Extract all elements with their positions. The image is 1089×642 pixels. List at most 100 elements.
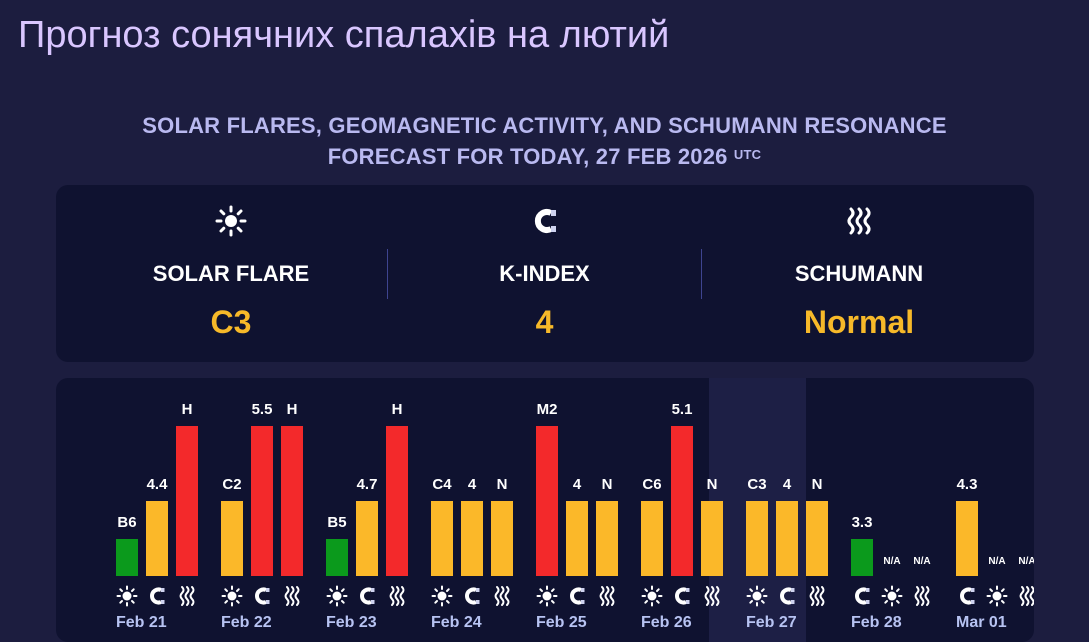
date-label: Feb 25 [536, 614, 587, 631]
bar-schumann [806, 501, 828, 576]
bar-k-index [146, 501, 168, 576]
date-label: Feb 23 [326, 614, 377, 631]
bar-label: N [496, 476, 508, 493]
divider [701, 249, 702, 299]
date-label: Feb 21 [116, 614, 167, 631]
bar-label: 4 [572, 476, 582, 493]
bar-label: H [391, 401, 403, 418]
magnet-icon [461, 585, 483, 607]
bar-solar-flare [746, 501, 768, 576]
waves-icon [1016, 585, 1034, 607]
sun-icon [76, 205, 386, 237]
waves-icon [806, 585, 828, 607]
magnet-icon [566, 585, 588, 607]
waves-icon [281, 585, 303, 607]
bar-k-index [251, 426, 273, 576]
date-label: Mar 01 [956, 614, 1007, 631]
waves-icon [491, 585, 513, 607]
bar-label: C6 [642, 476, 662, 493]
sun-icon [116, 585, 138, 607]
bar-k-index [776, 501, 798, 576]
magnet-icon [851, 585, 873, 607]
bar-k-index [356, 501, 378, 576]
bar-label: C3 [747, 476, 767, 493]
summary-schumann: SCHUMANN Normal [702, 185, 1016, 362]
bar-label: N/A [1018, 556, 1034, 567]
magnet-icon [956, 585, 978, 607]
bar-k-index [851, 539, 873, 576]
sun-icon [881, 585, 903, 607]
schumann-value: Normal [803, 304, 915, 340]
bar-k-index [461, 501, 483, 576]
bar-k-index [956, 501, 978, 576]
bar-solar-flare [221, 501, 243, 576]
waves-icon [702, 205, 1016, 237]
bar-label: H [286, 401, 298, 418]
bar-label: N/A [883, 556, 901, 567]
bar-label: 4.7 [356, 476, 378, 493]
summary-solar-flare: SOLAR FLARE C3 [76, 185, 386, 362]
bar-solar-flare [641, 501, 663, 576]
forecast-subtitle: SOLAR FLARES, GEOMAGNETIC ACTIVITY, AND … [0, 110, 1089, 172]
sun-icon [536, 585, 558, 607]
bar-label: 5.1 [671, 401, 693, 418]
waves-icon [911, 585, 933, 607]
magnet-icon [776, 585, 798, 607]
waves-icon [596, 585, 618, 607]
bar-schumann [596, 501, 618, 576]
bar-solar-flare [536, 426, 558, 576]
solar-flare-value: C3 [210, 304, 252, 340]
bar-solar-flare [431, 501, 453, 576]
bar-label: 4.4 [146, 476, 168, 493]
date-label: Feb 27 [746, 614, 797, 631]
magnet-icon [146, 585, 168, 607]
bar-label: M2 [536, 401, 558, 418]
bar-label: B5 [327, 514, 347, 531]
bar-label: 3.3 [851, 514, 873, 531]
divider [387, 249, 388, 299]
waves-icon [701, 585, 723, 607]
date-label: Feb 24 [431, 614, 482, 631]
magnet-icon [251, 585, 273, 607]
subtitle-line-1: SOLAR FLARES, GEOMAGNETIC ACTIVITY, AND … [142, 113, 947, 138]
sun-icon [326, 585, 348, 607]
bar-label: C4 [432, 476, 452, 493]
bar-schumann [281, 426, 303, 576]
bar-solar-flare [326, 539, 348, 576]
date-label: Feb 26 [641, 614, 692, 631]
magnet-icon [671, 585, 693, 607]
bar-label: N [811, 476, 823, 493]
date-label: Feb 22 [221, 614, 272, 631]
sun-icon [746, 585, 768, 607]
bar-label: C2 [222, 476, 242, 493]
bar-label: N/A [913, 556, 931, 567]
summary-panel: SOLAR FLARE C3 K-INDEX 4 SCHUMANN No [56, 185, 1034, 362]
sun-icon [431, 585, 453, 607]
magnet-icon [356, 585, 378, 607]
bar-label: N/A [988, 556, 1006, 567]
solar-flare-label: SOLAR FLARE [152, 261, 310, 286]
waves-icon [386, 585, 408, 607]
timezone-label: UTC [733, 147, 762, 162]
sun-icon [221, 585, 243, 607]
magnet-icon [388, 205, 701, 237]
bar-schumann [701, 501, 723, 576]
k-index-value: 4 [535, 304, 554, 340]
bar-label: 4 [467, 476, 477, 493]
schumann-label: SCHUMANN [794, 261, 924, 286]
bar-label: B6 [117, 514, 137, 531]
bar-schumann [491, 501, 513, 576]
bar-k-index [566, 501, 588, 576]
bar-k-index [671, 426, 693, 576]
date-label: Feb 28 [851, 614, 902, 631]
k-index-label: K-INDEX [499, 261, 590, 286]
bar-label: N [601, 476, 613, 493]
summary-k-index: K-INDEX 4 [388, 185, 701, 362]
bar-schumann [176, 426, 198, 576]
bar-schumann [386, 426, 408, 576]
page-title: Прогноз сонячних спалахів на лютий [18, 14, 670, 56]
subtitle-line-2: FORECAST FOR TODAY, 27 FEB 2026 [327, 144, 728, 169]
sun-icon [641, 585, 663, 607]
bar-label: N [706, 476, 718, 493]
